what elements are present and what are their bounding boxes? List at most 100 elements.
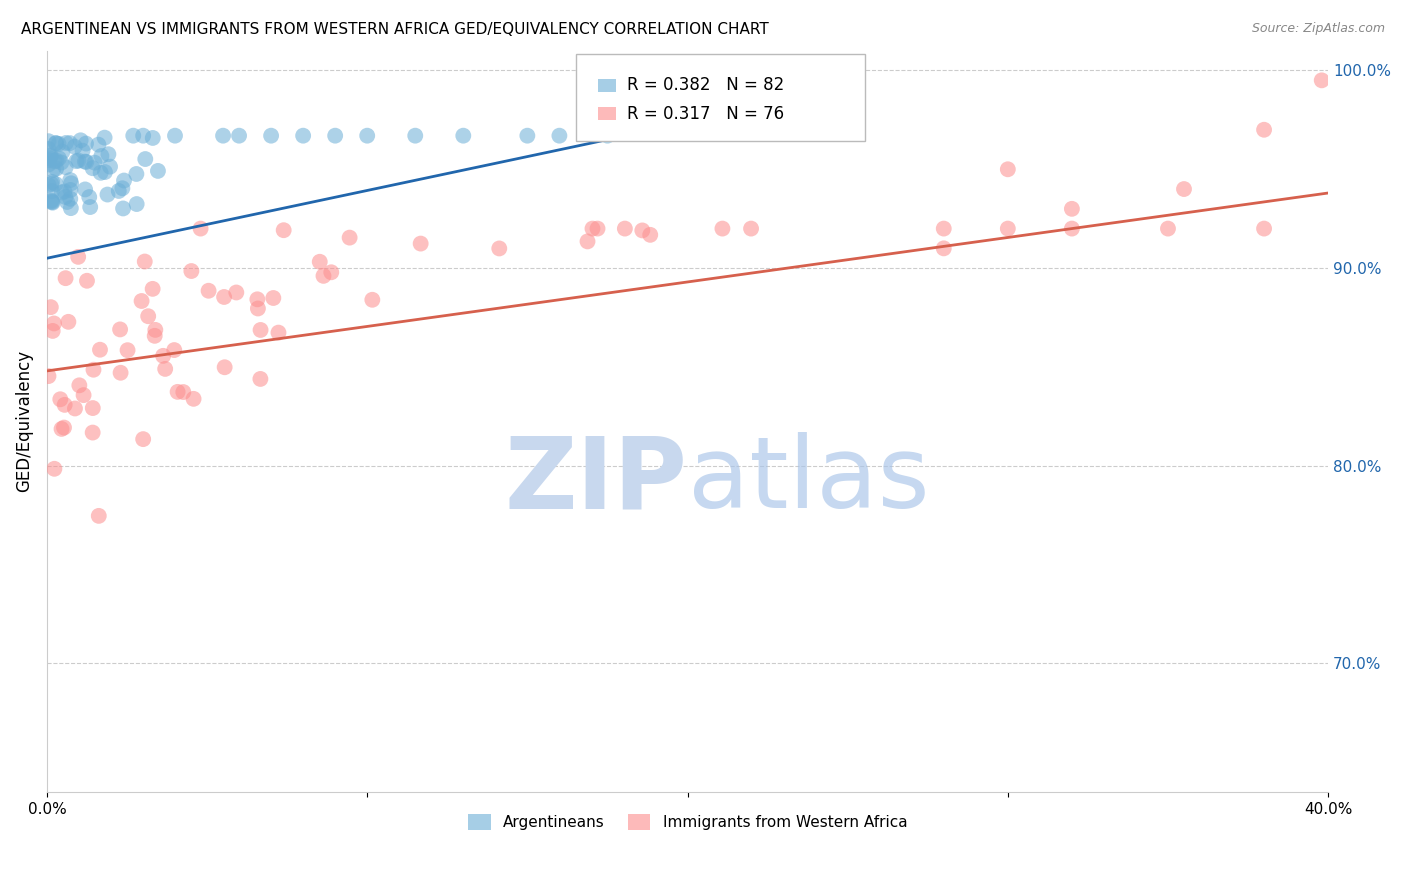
Point — [1310, 73, 1333, 87]
Point — [172, 385, 194, 400]
Point — [1157, 221, 1180, 235]
Point — [125, 197, 148, 211]
Text: Source: ZipAtlas.com: Source: ZipAtlas.com — [1251, 22, 1385, 36]
Point — [39, 194, 62, 208]
Point — [356, 128, 378, 143]
Point — [67, 153, 90, 168]
Point — [51, 186, 73, 200]
Point — [53, 185, 76, 199]
Point — [997, 162, 1019, 177]
Point — [180, 264, 202, 278]
Point — [136, 310, 159, 324]
Point — [132, 432, 155, 446]
Point — [45, 161, 67, 176]
Point — [51, 155, 73, 169]
Point — [93, 130, 115, 145]
Point — [152, 349, 174, 363]
Point — [122, 128, 145, 143]
Point — [37, 157, 59, 171]
Point — [59, 183, 82, 197]
Point — [77, 190, 100, 204]
Point — [37, 142, 59, 156]
Point — [45, 136, 67, 151]
Point — [212, 128, 235, 143]
Point — [90, 166, 112, 180]
Point — [51, 145, 73, 159]
Point — [63, 139, 86, 153]
Point — [1253, 221, 1275, 235]
Text: atlas: atlas — [688, 432, 929, 529]
Point — [516, 128, 538, 143]
Point — [246, 293, 269, 307]
Point — [65, 154, 87, 169]
Point — [153, 362, 176, 376]
Point — [134, 152, 156, 166]
Point — [404, 128, 426, 143]
Point — [581, 221, 603, 235]
Point — [292, 128, 315, 143]
Point — [711, 221, 734, 235]
Point — [82, 425, 104, 440]
Point — [586, 221, 609, 235]
Point — [997, 221, 1019, 235]
Point — [69, 133, 91, 147]
Point — [59, 201, 82, 215]
Point — [60, 176, 83, 190]
Point — [59, 173, 82, 187]
Point — [631, 223, 654, 237]
Point — [53, 398, 76, 412]
Point — [166, 384, 188, 399]
Point — [308, 254, 330, 268]
Point — [740, 221, 762, 235]
Point — [45, 177, 67, 191]
Point — [638, 227, 661, 242]
Point — [41, 195, 63, 210]
Point — [163, 343, 186, 357]
Point — [488, 242, 510, 256]
Point — [45, 136, 67, 151]
Point — [409, 236, 432, 251]
Point — [576, 235, 599, 249]
Point — [108, 322, 131, 336]
Point — [87, 508, 110, 523]
Point — [48, 151, 70, 165]
Point — [249, 372, 271, 386]
Point — [110, 366, 132, 380]
Point — [42, 317, 65, 331]
Point — [73, 154, 96, 169]
Point — [59, 136, 82, 150]
Text: ARGENTINEAN VS IMMIGRANTS FROM WESTERN AFRICA GED/EQUIVALENCY CORRELATION CHART: ARGENTINEAN VS IMMIGRANTS FROM WESTERN A… — [21, 22, 769, 37]
Point — [44, 154, 66, 169]
Point — [89, 343, 111, 357]
Point — [55, 271, 77, 285]
Point — [134, 254, 156, 268]
Point — [37, 178, 59, 192]
Point — [1060, 221, 1083, 235]
Point — [37, 369, 59, 384]
Point — [107, 184, 129, 198]
Point — [262, 291, 284, 305]
Point — [932, 221, 955, 235]
Point — [75, 182, 97, 196]
Point — [323, 128, 346, 143]
Point — [548, 128, 571, 143]
Point — [45, 153, 67, 168]
Point — [228, 128, 250, 143]
Point — [142, 131, 165, 145]
Point — [142, 282, 165, 296]
Point — [246, 301, 269, 316]
Point — [143, 328, 166, 343]
Point — [55, 161, 77, 175]
Point — [111, 181, 134, 195]
Point — [75, 136, 97, 151]
Point — [39, 149, 62, 163]
Point — [72, 388, 94, 402]
Text: R = 0.382   N = 82: R = 0.382 N = 82 — [627, 77, 785, 95]
Point — [163, 128, 186, 143]
Point — [225, 285, 247, 300]
Point — [453, 128, 475, 143]
Point — [37, 134, 59, 148]
Point — [82, 401, 104, 415]
Point — [58, 315, 80, 329]
Point — [190, 221, 212, 235]
